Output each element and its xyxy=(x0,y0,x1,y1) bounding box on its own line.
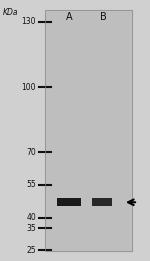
Text: B: B xyxy=(100,12,107,22)
Bar xyxy=(45,10,132,251)
Text: A: A xyxy=(66,12,72,22)
Bar xyxy=(57,198,81,206)
Text: KDa: KDa xyxy=(3,8,18,17)
Text: 70: 70 xyxy=(26,148,36,157)
Text: 130: 130 xyxy=(21,17,36,26)
Text: 25: 25 xyxy=(26,246,36,255)
Text: 55: 55 xyxy=(26,180,36,189)
Text: 40: 40 xyxy=(26,213,36,222)
Bar xyxy=(92,198,112,206)
Bar xyxy=(45,10,132,251)
Text: 100: 100 xyxy=(21,82,36,92)
Text: 35: 35 xyxy=(26,224,36,233)
